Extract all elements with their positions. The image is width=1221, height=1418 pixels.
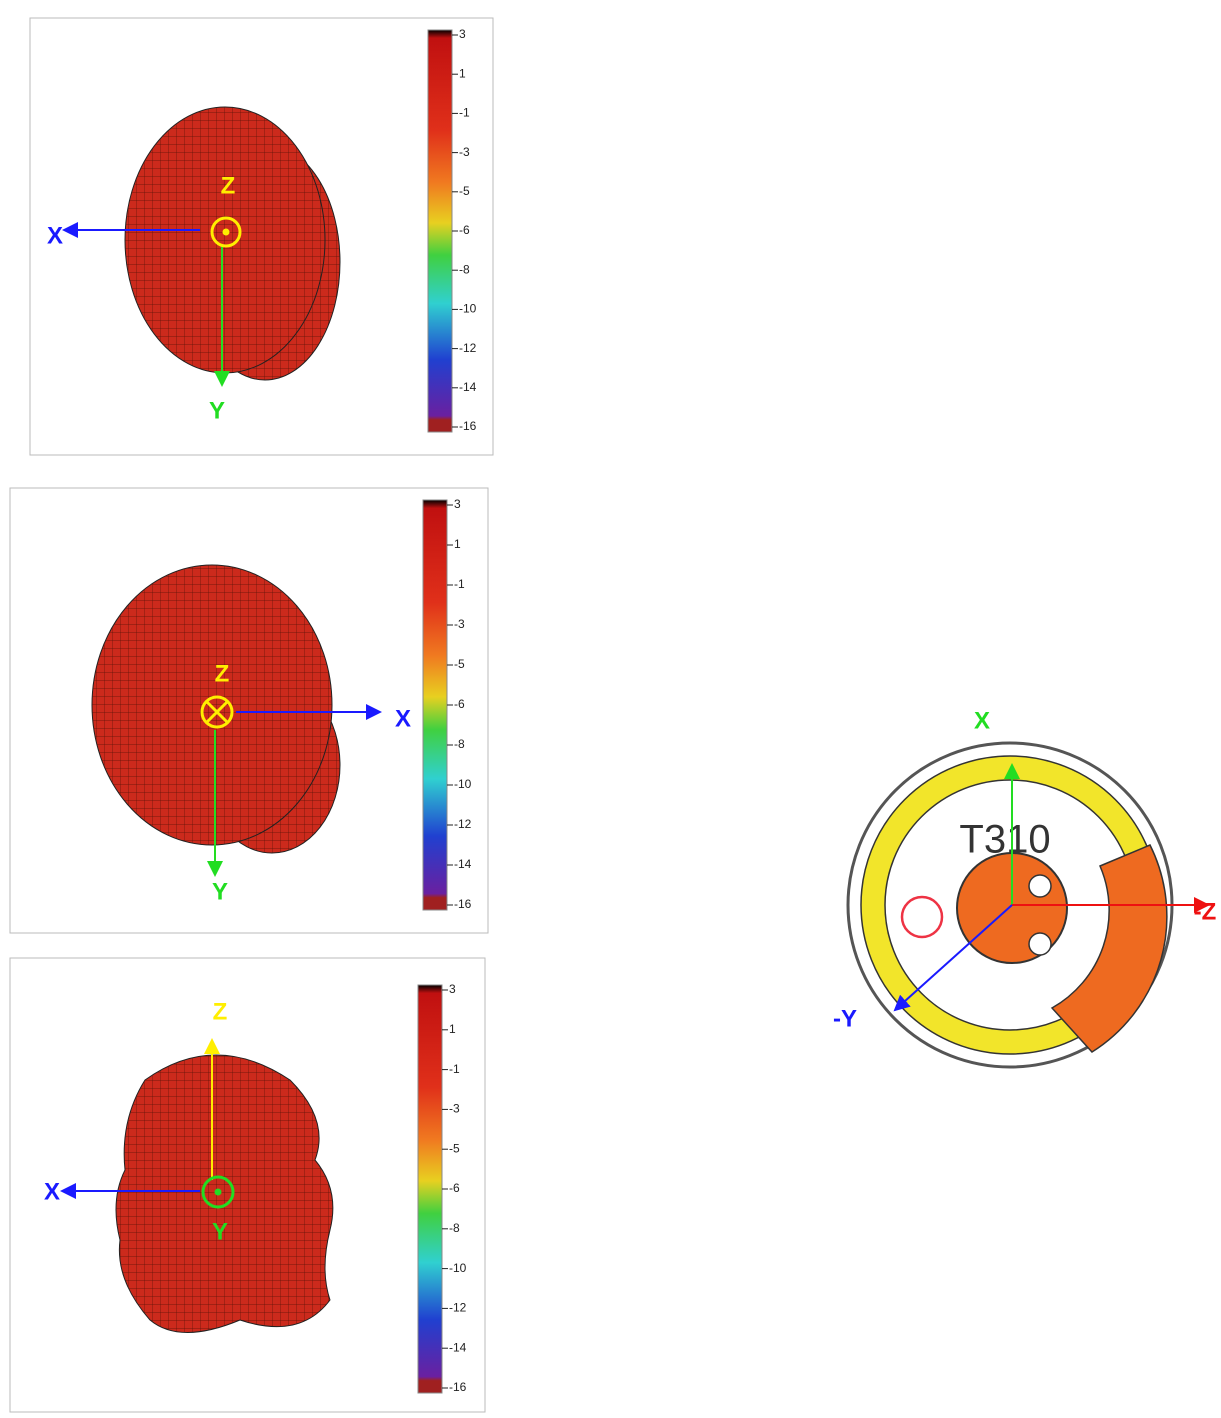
colorbar-tick-label: -12 xyxy=(459,341,477,355)
hole xyxy=(1028,874,1052,898)
colorbar-tick-label: 1 xyxy=(454,537,461,551)
colorbar-tick-label: -3 xyxy=(449,1102,460,1116)
axis-label: X xyxy=(47,222,63,249)
colorbar-tick-label: -10 xyxy=(449,1261,467,1275)
colorbar-tick-label: -8 xyxy=(459,262,470,276)
axis-label: -Y xyxy=(833,1005,857,1032)
axis-label: Z xyxy=(215,660,230,687)
colorbar-tick-label: -10 xyxy=(454,777,472,791)
z-axis-in xyxy=(200,695,234,729)
device-label: T310 xyxy=(959,818,1050,862)
colorbar-tick-label: -10 xyxy=(459,302,477,316)
red-marker xyxy=(900,895,944,939)
y-axis-dot xyxy=(214,1188,222,1196)
colorbar xyxy=(422,499,448,911)
colorbar xyxy=(427,29,453,433)
colorbar-tick-label: -6 xyxy=(449,1181,460,1195)
colorbar-tick-label: -6 xyxy=(459,223,470,237)
colorbar-tick-label: 3 xyxy=(449,982,456,996)
colorbar-tick-label: -3 xyxy=(454,617,465,631)
axis-label: Z xyxy=(221,172,236,199)
colorbar-tick-label: -14 xyxy=(459,380,477,394)
z-axis-out xyxy=(210,216,242,248)
axis-label: Y xyxy=(212,878,228,905)
axis-label: X xyxy=(44,1178,60,1205)
z-axis-dot xyxy=(222,228,230,236)
axis-label: X xyxy=(395,705,411,732)
colorbar-tick-label: -14 xyxy=(449,1340,467,1354)
colorbar xyxy=(417,984,443,1394)
colorbar-tick-label: -16 xyxy=(449,1380,467,1394)
colorbar-tick-label: -3 xyxy=(459,145,470,159)
colorbar-tick-label: -5 xyxy=(459,184,470,198)
hole xyxy=(1028,932,1052,956)
pattern-lobe xyxy=(115,1054,334,1333)
orange-sector xyxy=(1050,844,1168,1053)
colorbar-tick-label: 3 xyxy=(459,27,466,41)
colorbar-tick-label: -8 xyxy=(449,1221,460,1235)
colorbar-tick-label: -1 xyxy=(459,106,470,120)
pattern-lobe xyxy=(124,106,326,374)
colorbar-tick-label: -1 xyxy=(454,577,465,591)
colorbar-tick-label: -12 xyxy=(449,1301,467,1315)
colorbar-tick-label: -12 xyxy=(454,817,472,831)
axis-label: Z xyxy=(213,998,228,1025)
colorbar-tick-label: -5 xyxy=(449,1141,460,1155)
axis-label: -Z xyxy=(1194,898,1217,925)
y-axis-arrow xyxy=(893,904,1013,1012)
colorbar-tick-label: -6 xyxy=(454,697,465,711)
colorbar-tick-label: 1 xyxy=(459,66,466,80)
colorbar-tick-label: -1 xyxy=(449,1062,460,1076)
colorbar-tick-label: -16 xyxy=(459,419,477,433)
colorbar-tick-label: -14 xyxy=(454,857,472,871)
y-axis-out xyxy=(201,1175,235,1209)
axis-label: Y xyxy=(209,397,225,424)
axis-label: Y xyxy=(212,1218,228,1245)
colorbar-tick-label: 3 xyxy=(454,497,461,511)
z-axis-cross xyxy=(205,700,229,724)
colorbar-tick-label: -16 xyxy=(454,897,472,911)
colorbar-tick-label: -5 xyxy=(454,657,465,671)
colorbar-tick-label: -8 xyxy=(454,737,465,751)
axis-label: X xyxy=(974,707,990,734)
colorbar-tick-label: 1 xyxy=(449,1022,456,1036)
